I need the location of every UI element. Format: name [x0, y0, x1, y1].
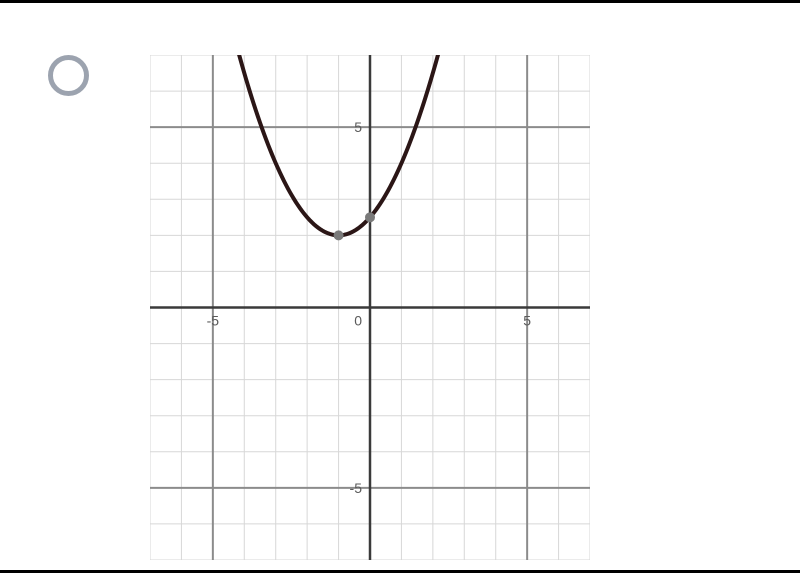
- svg-text:-5: -5: [350, 480, 363, 496]
- parabola-chart: 5 -5 -5 5 0: [150, 55, 590, 560]
- svg-text:5: 5: [354, 119, 362, 135]
- svg-text:0: 0: [354, 313, 362, 329]
- radio-option[interactable]: [48, 55, 89, 96]
- svg-text:-5: -5: [207, 313, 220, 329]
- svg-text:5: 5: [523, 313, 531, 329]
- chart-svg: 5 -5 -5 5 0: [150, 55, 590, 560]
